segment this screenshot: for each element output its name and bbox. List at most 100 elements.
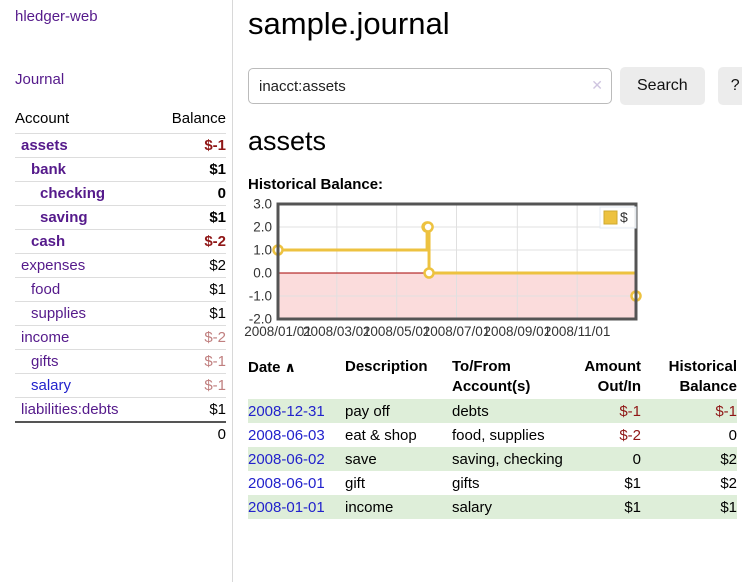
- account-link-income[interactable]: income: [21, 329, 70, 346]
- account-balance: $1: [153, 277, 226, 302]
- sidebar-item-journal[interactable]: Journal: [15, 71, 65, 88]
- account-balance: $1: [153, 157, 226, 182]
- account-row: cash $-2: [15, 229, 226, 254]
- svg-text:2008/05/01: 2008/05/01: [363, 324, 431, 339]
- transaction-balance: $2: [720, 450, 737, 468]
- account-row: checking 0: [15, 181, 226, 206]
- journal-title: sample.journal: [248, 6, 450, 41]
- account-heading: assets: [248, 126, 327, 156]
- accounts-header-balance: Balance: [171, 110, 226, 127]
- transaction-amount: $1: [624, 498, 641, 516]
- transaction-amount: 0: [632, 450, 641, 468]
- account-row: salary $-1: [15, 373, 226, 398]
- register-row: 2008-06-01 gift gifts $1 $2: [248, 471, 737, 495]
- app-title-link[interactable]: hledger-web: [15, 8, 98, 25]
- transaction-accounts: debts: [452, 402, 489, 420]
- account-row: food $1: [15, 277, 226, 302]
- svg-text:1.0: 1.0: [253, 243, 272, 258]
- svg-text:2008/07/01: 2008/07/01: [423, 324, 491, 339]
- account-link-saving[interactable]: saving: [40, 209, 88, 226]
- svg-text:2008/11/01: 2008/11/01: [544, 324, 611, 339]
- svg-text:0.0: 0.0: [253, 266, 272, 281]
- register-header-accounts: To/From Account(s): [452, 358, 531, 395]
- account-row: gifts $-1: [15, 349, 226, 374]
- accounts-tree-table: Account Balance assets $-1 bank $1 checkin…: [15, 107, 226, 446]
- svg-text:2.0: 2.0: [253, 220, 272, 235]
- help-button[interactable]: ?: [717, 67, 742, 105]
- transaction-accounts: food, supplies: [452, 426, 545, 444]
- transaction-description: pay off: [345, 402, 390, 420]
- transaction-balance: $2: [720, 474, 737, 492]
- transaction-description: save: [345, 450, 377, 468]
- account-link-assets[interactable]: assets: [21, 137, 68, 154]
- svg-text:3.0: 3.0: [253, 197, 272, 212]
- transaction-date-link[interactable]: 2008-12-31: [248, 402, 325, 420]
- register-row: 2008-06-03 eat & shop food, supplies $-2…: [248, 423, 737, 447]
- account-balance: $1: [153, 301, 226, 326]
- svg-text:$: $: [620, 209, 628, 225]
- balance-chart: $3.0 2.0 1.0 0.0 -1.0 -2.0 2008/01/01 2008/03/0…: [244, 197, 737, 342]
- account-link-salary[interactable]: salary: [31, 377, 72, 394]
- transaction-description: income: [345, 498, 394, 516]
- account-row: expenses $2: [15, 253, 226, 278]
- svg-text:2008/01/01: 2008/01/01: [244, 324, 312, 339]
- transaction-balance: $1: [720, 498, 737, 516]
- account-link-bank[interactable]: bank: [31, 161, 67, 178]
- account-balance: $-1: [153, 133, 226, 158]
- account-row: income $-2: [15, 325, 226, 350]
- account-row: assets $-1: [15, 133, 226, 158]
- account-link-supplies[interactable]: supplies: [31, 305, 87, 322]
- transaction-amount: $1: [624, 474, 641, 492]
- chart-title: Historical Balance:: [248, 176, 384, 193]
- account-row: bank $1: [15, 157, 226, 182]
- transaction-accounts: saving, checking: [452, 450, 563, 468]
- clear-search-icon[interactable]: ✕: [591, 77, 603, 93]
- account-balance: $-2: [153, 325, 226, 350]
- transaction-date-link[interactable]: 2008-06-01: [248, 474, 325, 492]
- account-link-cash[interactable]: cash: [31, 233, 66, 250]
- transaction-amount: $-1: [619, 402, 641, 420]
- register-header-description: Description: [345, 358, 428, 375]
- transaction-date-link[interactable]: 2008-06-02: [248, 450, 325, 468]
- account-balance: $1: [153, 397, 226, 422]
- account-link-liabilities-debts[interactable]: liabilities:debts: [21, 401, 119, 418]
- transaction-date-link[interactable]: 2008-01-01: [248, 498, 325, 516]
- register-row: 2008-12-31 pay off debts $-1 $-1: [248, 399, 737, 423]
- account-link-expenses[interactable]: expenses: [21, 257, 86, 274]
- transaction-description: eat & shop: [345, 426, 417, 444]
- svg-text:-1.0: -1.0: [249, 289, 272, 304]
- register-header-amount: Amount Out/In: [584, 358, 641, 395]
- accounts-header-account: Account: [15, 110, 70, 127]
- account-balance: 0: [153, 181, 226, 206]
- accounts-total-balance: 0: [153, 421, 226, 446]
- account-link-food[interactable]: food: [31, 281, 61, 298]
- svg-text:2008/09/01: 2008/09/01: [484, 324, 552, 339]
- main-content: sample.journal ✕ Search ? assets Histori…: [233, 0, 742, 582]
- register-header-balance: Historical Balance: [668, 358, 737, 395]
- search-input[interactable]: [248, 68, 612, 104]
- account-balance: $-1: [153, 349, 226, 374]
- transaction-accounts: gifts: [452, 474, 480, 492]
- register-table: Date ∧ Description To/From Account(s) Amo…: [248, 355, 737, 519]
- transaction-description: gift: [345, 474, 366, 492]
- svg-text:2008/03/01: 2008/03/01: [303, 324, 371, 339]
- transaction-balance: 0: [728, 426, 737, 444]
- account-balance: $-1: [153, 373, 226, 398]
- account-link-gifts[interactable]: gifts: [31, 353, 59, 370]
- account-balance: $-2: [153, 229, 226, 254]
- accounts-total-row: 0: [15, 421, 226, 446]
- register-row: 2008-06-02 save saving, checking 0 $2: [248, 447, 737, 471]
- svg-text:-2.0: -2.0: [249, 312, 272, 327]
- account-row: supplies $1: [15, 301, 226, 326]
- transaction-amount: $-2: [619, 426, 641, 444]
- register-header-date[interactable]: Date ∧: [248, 359, 296, 376]
- transaction-balance: $-1: [715, 402, 737, 420]
- account-row: liabilities:debts $1: [15, 397, 226, 422]
- transaction-accounts: salary: [452, 498, 493, 516]
- search-button[interactable]: Search: [620, 67, 705, 105]
- account-link-checking[interactable]: checking: [40, 185, 106, 202]
- account-row: saving $1: [15, 205, 226, 230]
- transaction-date-link[interactable]: 2008-06-03: [248, 426, 325, 444]
- register-row: 2008-01-01 income salary $1 $1: [248, 495, 737, 519]
- sort-asc-icon: ∧: [284, 359, 296, 375]
